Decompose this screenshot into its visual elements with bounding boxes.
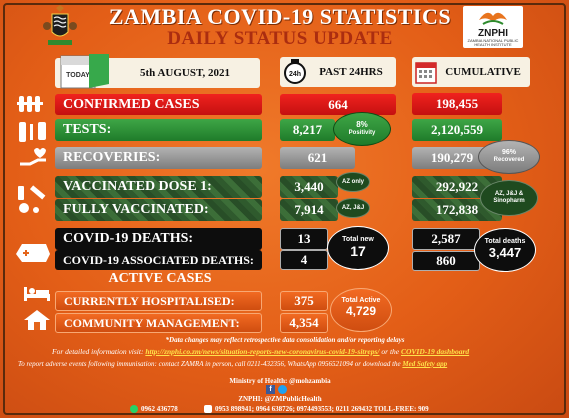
fully-vaccinated-past24: 7,914 xyxy=(280,199,338,221)
positivity-bubble: 8% Positivity xyxy=(333,112,391,146)
vaccine-types-note: AZ, J&J & Sinopharm xyxy=(480,180,538,216)
active-cases-heading: ACTIVE CASES xyxy=(108,271,212,286)
social-icons: f xyxy=(266,385,296,395)
data-changes-note: *Data changes may reflect retrospective … xyxy=(165,336,405,344)
total-active-bubble: Total Active 4,729 xyxy=(330,288,392,332)
hospitalised-label: CURRENTLY HOSPITALISED: xyxy=(55,291,262,311)
associated-deaths-cumulative: 860 xyxy=(412,251,480,271)
dose1-cumulative: 292,922 xyxy=(412,176,502,198)
eagle-icon xyxy=(479,12,507,25)
detailed-info-line: For detailed information visit: http://z… xyxy=(52,347,552,358)
total-deaths-bubble: Total deaths 3,447 xyxy=(474,228,536,272)
info-prefix: For detailed information visit: xyxy=(52,347,146,356)
positivity-value: 8% xyxy=(356,120,368,129)
svg-text:TODAY: TODAY xyxy=(66,72,90,79)
deaths-cumulative: 2,587 xyxy=(412,228,480,250)
recoveries-past24: 621 xyxy=(280,147,355,169)
phone-1: 0962 436778 xyxy=(130,404,210,413)
hospital-bed-icon xyxy=(24,287,50,301)
total-new-bubble: Total new 17 xyxy=(327,226,389,270)
info-or: or the xyxy=(379,347,401,356)
past-24hrs-header: 24h PAST 24HRS xyxy=(280,57,396,87)
date-header: TODAY 5th AUGUST, 2021 xyxy=(55,54,260,89)
znphi-logo: ZNPHI ZAMBIA NATIONAL PUBLIC HEALTH INST… xyxy=(463,6,523,48)
calendar-icon: TODAY xyxy=(60,54,109,89)
hand-heart-icon xyxy=(20,148,46,166)
calendar-grid-icon xyxy=(415,62,437,84)
total-active-label: Total Active xyxy=(341,297,381,304)
tests-cumulative: 2,120,559 xyxy=(412,119,502,141)
swab-test-icon xyxy=(19,122,46,142)
confirmed-past24: 664 xyxy=(280,94,396,115)
znphi-handle: ZNPHI: @ZMPublicHealth xyxy=(238,394,322,403)
past-24hrs-label: PAST 24HRS xyxy=(319,66,383,78)
total-active-value: 4,729 xyxy=(345,303,377,318)
recovered-label: Recovered xyxy=(493,156,525,163)
total-new-value: 17 xyxy=(350,242,366,259)
sitreps-link[interactable]: http://znphi.co.zm/news/situation-report… xyxy=(145,347,380,356)
logo-name: ZNPHI xyxy=(478,28,508,39)
poster-frame xyxy=(3,3,566,415)
community-value: 4,354 xyxy=(280,313,328,333)
dose1-note: AZ only xyxy=(336,172,370,192)
phone-list-text: 0953 898941; 0964 638726; 0974493553; 02… xyxy=(215,404,429,413)
coffin-icon xyxy=(16,244,50,262)
phone-icon xyxy=(204,404,212,413)
page-title: ZAMBIA COVID-19 STATISTICS xyxy=(108,4,452,29)
deaths-label: COVID-19 DEATHS: xyxy=(55,228,262,250)
moh-handle: Ministry of Health: @mohzambia xyxy=(229,376,331,385)
facebook-icon[interactable]: f xyxy=(266,385,275,394)
associated-deaths-label: COVID-19 ASSOCIATED DEATHS: xyxy=(55,250,262,270)
clock-24h-icon: 24h xyxy=(284,59,306,84)
tests-label: TESTS: xyxy=(55,119,262,141)
report-date: 5th AUGUST, 2021 xyxy=(140,67,230,79)
cumulative-header: CUMULATIVE xyxy=(412,57,530,87)
total-deaths-value: 3,447 xyxy=(488,244,522,260)
twitter-icon[interactable] xyxy=(278,385,287,394)
total-deaths-label: Total deaths xyxy=(484,238,526,245)
recovered-bubble: 96% Recovered xyxy=(478,140,540,174)
tests-past24: 8,217 xyxy=(280,119,335,141)
fully-vaccinated-label: FULLY VACCINATED: xyxy=(55,199,262,221)
deaths-past24: 13 xyxy=(280,228,328,250)
recovered-value: 96% xyxy=(501,149,516,156)
hospitalised-value: 375 xyxy=(280,291,328,311)
adverse-events-line: To report adverse events following immun… xyxy=(18,360,558,371)
home-icon xyxy=(24,310,50,330)
svg-text:24h: 24h xyxy=(289,71,301,78)
positivity-label: Positivity xyxy=(348,129,376,136)
cumulative-label: CUMULATIVE xyxy=(445,66,521,78)
community-label: COMMUNITY MANAGEMENT: xyxy=(55,313,262,333)
fully-vaccinated-cumulative: 172,838 xyxy=(412,199,502,221)
fully-vaccinated-note: AZ, J&J xyxy=(336,198,370,218)
vaccine-syringe-icon xyxy=(18,185,46,213)
whatsapp-icon xyxy=(130,404,138,413)
dose1-label: VACCINATED DOSE 1: xyxy=(55,176,262,198)
phone-1-text: 0962 436778 xyxy=(141,404,178,413)
recoveries-label: RECOVERIES: xyxy=(55,147,262,169)
recoveries-cumulative: 190,279 xyxy=(412,147,492,169)
confirmed-cumulative: 198,455 xyxy=(412,93,502,115)
test-tubes-icon xyxy=(17,96,43,112)
associated-deaths-past24: 4 xyxy=(280,250,328,270)
logo-tagline: ZAMBIA NATIONAL PUBLIC HEALTH INSTITUTE xyxy=(467,38,519,47)
med-safety-link[interactable]: Med Safety app xyxy=(402,360,448,368)
dashboard-link[interactable]: COVID-19 dashboard xyxy=(401,347,470,356)
phone-list: 0953 898941; 0964 638726; 0974493553; 02… xyxy=(204,404,454,413)
coat-of-arms-icon xyxy=(43,5,77,45)
page-subtitle: DAILY STATUS UPDATE xyxy=(167,28,393,49)
report-prefix: To report adverse events following immun… xyxy=(18,360,403,368)
dose1-past24: 3,440 xyxy=(280,176,338,198)
total-new-label: Total new xyxy=(342,236,374,243)
confirmed-cases-label: CONFIRMED CASES xyxy=(55,94,262,115)
